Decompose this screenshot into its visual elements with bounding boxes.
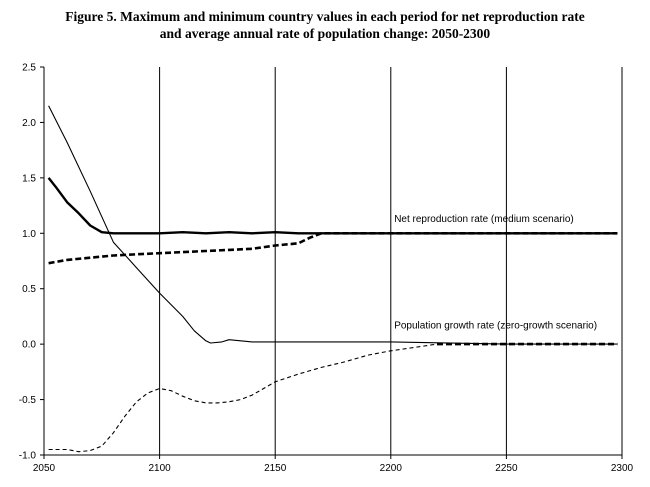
x-tick-label: 2100 — [148, 463, 171, 474]
y-tick-label: 1.0 — [22, 229, 36, 240]
series-line-3 — [48, 343, 438, 453]
series-line-0 — [47, 177, 618, 235]
grid-lines — [159, 67, 623, 455]
x-tick-label: 2050 — [33, 463, 56, 474]
y-tick-label: 0.0 — [22, 340, 36, 351]
chart-title: Figure 5. Maximum and minimum country va… — [0, 8, 650, 42]
annotation-population-growth-rate: Population growth rate (zero-growth scen… — [394, 320, 597, 331]
series-line-1 — [48, 232, 618, 265]
x-tick-label: 2150 — [264, 463, 287, 474]
series-line-2 — [48, 105, 618, 345]
y-tick-label: 2.0 — [22, 118, 36, 129]
chart-title-line-2: and average annual rate of population ch… — [159, 26, 491, 41]
x-tick-label: 2300 — [611, 463, 634, 474]
series-group — [47, 105, 618, 453]
y-tick-label: 1.5 — [22, 173, 36, 184]
x-tick-label: 2200 — [380, 463, 403, 474]
chart-title-line-1: Figure 5. Maximum and minimum country va… — [65, 9, 585, 24]
y-tick-label: -1.0 — [19, 451, 37, 462]
y-tick-label: -0.5 — [19, 395, 37, 406]
x-tick-label: 2250 — [495, 463, 518, 474]
annotation-net-reproduction-rate: Net reproduction rate (medium scenario) — [394, 214, 574, 225]
axes — [40, 66, 623, 459]
y-tick-label: 0.5 — [22, 284, 36, 295]
y-tick-label: 2.5 — [22, 63, 36, 74]
